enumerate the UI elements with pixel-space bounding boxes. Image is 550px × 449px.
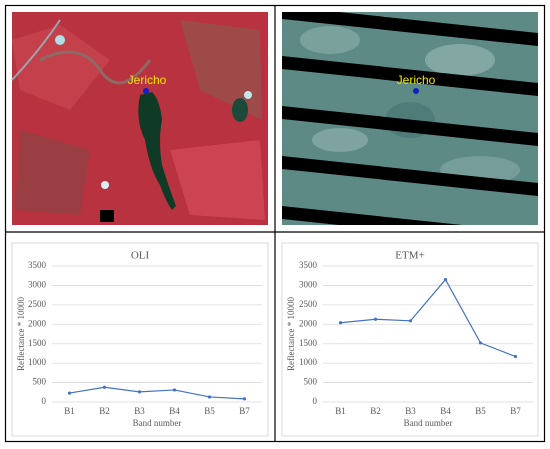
- y-tick-label: 3000: [299, 279, 318, 289]
- y-tick-label: 500: [304, 377, 318, 387]
- x-tick-label: B2: [99, 406, 110, 416]
- y-axis-title: Reflectance * 10000: [16, 297, 26, 371]
- data-point: [207, 395, 212, 399]
- x-tick-label: B5: [204, 406, 215, 416]
- data-point: [102, 385, 107, 389]
- x-tick-label: B1: [64, 406, 75, 416]
- chart-area: [281, 242, 539, 437]
- data-point: [443, 278, 448, 282]
- x-tick-label: B7: [510, 406, 521, 416]
- x-tick-label: B4: [169, 406, 180, 416]
- data-point: [172, 388, 177, 392]
- chart-area: [11, 242, 269, 437]
- place-label: Jericho: [397, 73, 436, 87]
- x-axis-title: Band number: [404, 418, 453, 428]
- chart-title: ETM+: [395, 250, 424, 262]
- data-line: [69, 386, 245, 400]
- x-tick-label: B3: [134, 406, 145, 416]
- place-label: Jericho: [128, 73, 167, 87]
- data-point: [513, 354, 518, 359]
- x-axis-title: Band number: [133, 418, 182, 428]
- etm-image: Jericho: [282, 12, 538, 225]
- data-point: [67, 391, 72, 395]
- y-tick-label: 2500: [299, 299, 318, 309]
- data-point: [242, 397, 247, 401]
- y-tick-label: 2000: [28, 318, 47, 328]
- y-tick-label: 1500: [299, 338, 318, 348]
- y-tick-label: 0: [313, 396, 318, 406]
- x-tick-label: B2: [370, 406, 381, 416]
- y-tick-label: 1000: [299, 357, 318, 367]
- data-point: [137, 390, 142, 394]
- x-tick-label: B5: [475, 406, 486, 416]
- x-tick-label: B7: [239, 406, 250, 416]
- x-tick-label: B1: [335, 406, 346, 416]
- y-tick-label: 3000: [28, 279, 47, 289]
- data-point: [373, 317, 378, 321]
- y-tick-label: 3500: [299, 260, 318, 270]
- x-tick-label: B3: [405, 406, 416, 416]
- y-tick-label: 2500: [28, 299, 47, 309]
- oli-image: Jericho: [11, 12, 268, 225]
- y-tick-label: 3500: [28, 260, 47, 270]
- chart-title: OLI: [131, 250, 150, 262]
- data-point: [478, 341, 483, 345]
- data-point: [408, 319, 413, 323]
- y-tick-label: 1000: [28, 357, 47, 367]
- y-tick-label: 500: [33, 377, 47, 387]
- y-tick-label: 1500: [28, 338, 47, 348]
- data-line: [340, 278, 516, 358]
- data-point: [338, 321, 343, 325]
- y-axis-title: Reflectance * 10000: [286, 297, 296, 371]
- y-tick-label: 2000: [299, 318, 318, 328]
- x-tick-label: B4: [440, 406, 451, 416]
- y-tick-label: 0: [42, 396, 47, 406]
